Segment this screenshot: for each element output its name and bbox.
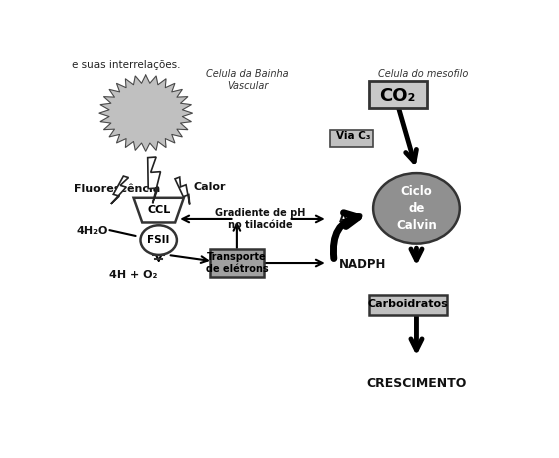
Polygon shape	[175, 177, 190, 204]
Text: Celula da Bainha
Vascular: Celula da Bainha Vascular	[206, 69, 289, 91]
Text: Calor: Calor	[193, 182, 226, 192]
Text: Ciclo
de
Calvin: Ciclo de Calvin	[396, 185, 437, 232]
FancyBboxPatch shape	[369, 295, 447, 315]
FancyBboxPatch shape	[330, 130, 373, 147]
Circle shape	[140, 225, 177, 255]
Circle shape	[373, 173, 460, 244]
Text: ATP: ATP	[339, 213, 363, 225]
Text: 4H₂O: 4H₂O	[77, 226, 108, 236]
Text: Celula do mesofilo: Celula do mesofilo	[378, 69, 468, 79]
Polygon shape	[148, 157, 160, 203]
Text: e suas interrelações.: e suas interrelações.	[72, 60, 181, 70]
Text: NADPH: NADPH	[339, 258, 386, 271]
Text: Transporte
de elétrons: Transporte de elétrons	[206, 252, 268, 274]
Text: CO₂: CO₂	[379, 87, 415, 104]
Polygon shape	[111, 176, 129, 204]
Text: Gradiente de pH
no tilacóide: Gradiente de pH no tilacóide	[215, 208, 306, 230]
Text: Fluorescência: Fluorescência	[74, 184, 160, 194]
Polygon shape	[99, 75, 192, 151]
Text: Carboidratos: Carboidratos	[367, 299, 448, 309]
Text: 4H + O₂: 4H + O₂	[109, 270, 157, 280]
FancyBboxPatch shape	[369, 82, 427, 108]
Text: CRESCIMENTO: CRESCIMENTO	[366, 377, 467, 390]
Text: FSII: FSII	[148, 235, 170, 245]
FancyBboxPatch shape	[210, 249, 264, 277]
Text: CCL: CCL	[147, 205, 170, 215]
Text: Via C₃: Via C₃	[337, 131, 371, 141]
Circle shape	[111, 85, 181, 142]
Polygon shape	[134, 198, 184, 223]
